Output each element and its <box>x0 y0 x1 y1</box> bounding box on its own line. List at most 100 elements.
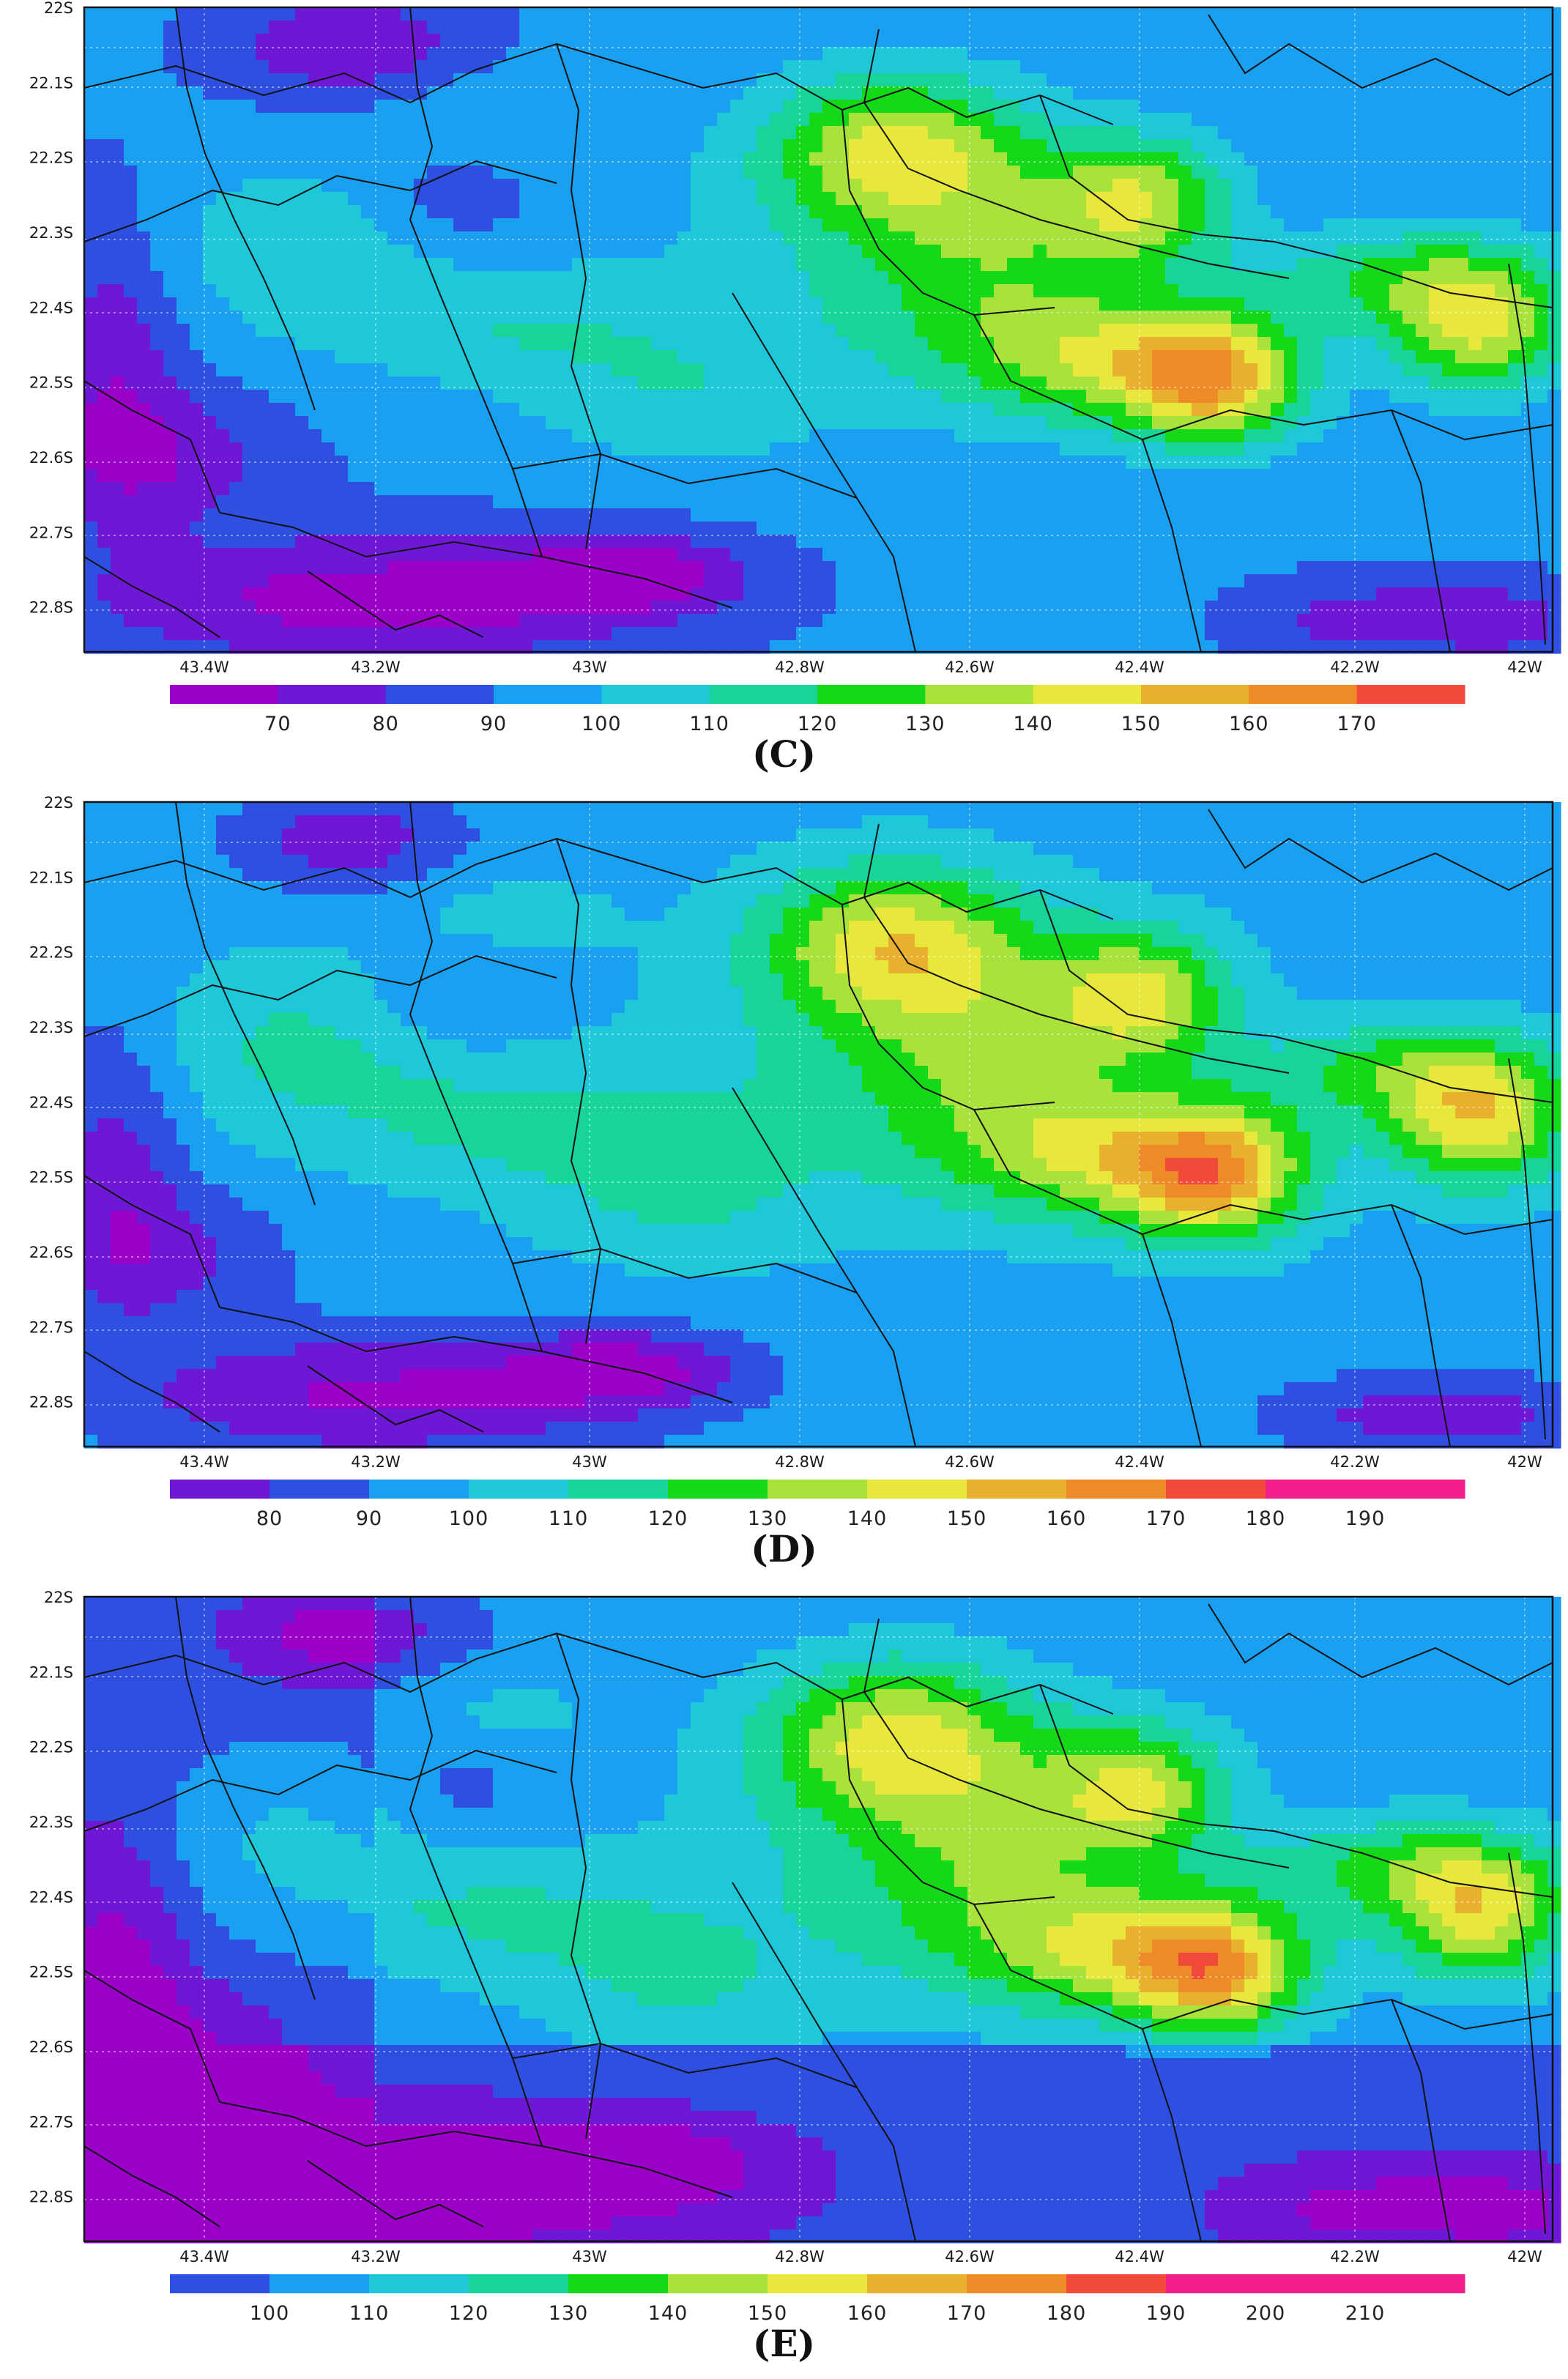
lon-tick-label: 42.6W <box>945 658 995 676</box>
colorbar-tick-label: 120 <box>648 1507 688 1527</box>
colorbar-tick-label: 190 <box>1345 1507 1386 1527</box>
lat-tick-label: 22.3S <box>29 224 73 242</box>
colorbar-tick-label: 150 <box>947 1507 987 1527</box>
colorbar-tick-label: 140 <box>1013 713 1053 732</box>
panel-d: 22S 22.1S 22.2S 22.3S 22.4S 22.5S 22.6S 22.7S 22… <box>0 795 1568 1589</box>
panel-c: 22S 22.1S 22.2S 22.3S 22.4S 22.5S 22.6S 22.7S 22… <box>0 0 1568 795</box>
colorbar-tick-label: 90 <box>480 713 507 732</box>
colorbar-swatch <box>967 1480 1067 1499</box>
colorbar-swatch <box>278 685 387 704</box>
colorbar-swatch <box>1365 2274 1465 2293</box>
lon-tick-label: 42W <box>1507 1453 1542 1471</box>
colorbar-swatch <box>817 685 926 704</box>
colorbar-swatch <box>170 1480 270 1499</box>
colorbar-tick-label: 100 <box>449 1507 489 1527</box>
lat-tick-label: 22.2S <box>29 944 73 962</box>
lat-tick-label: 22.6S <box>29 2038 73 2056</box>
lat-tick-label: 22.3S <box>29 1019 73 1036</box>
colorbar-tick-label: 120 <box>798 713 838 732</box>
colorbar-swatch <box>1356 685 1465 704</box>
panel-caption-d: (D) <box>751 1527 817 1570</box>
contour-field <box>84 802 1561 1449</box>
lat-tick-label: 22.5S <box>29 374 73 392</box>
lon-tick-label: 42.2W <box>1330 1453 1380 1471</box>
colorbar-swatch <box>668 2274 768 2293</box>
map-panel-e: 22S 22.1S 22.2S 22.3S 22.4S 22.5S 22.6S 22.7S 22… <box>29 1589 1561 2322</box>
contour-field <box>84 7 1561 654</box>
lon-tick-label: 43W <box>572 1453 607 1471</box>
colorbar-swatch <box>1266 1480 1366 1499</box>
colorbar-tick-label: 130 <box>549 2302 589 2322</box>
lat-tick-label: 22.8S <box>29 2189 73 2206</box>
colorbar-tick-label: 110 <box>549 1507 589 1527</box>
lat-tick-label: 22.3S <box>29 1814 73 1831</box>
lon-tick-label: 43.4W <box>179 2248 229 2265</box>
colorbar-tick-label: 140 <box>847 1507 888 1527</box>
colorbar-swatch <box>170 2274 270 2293</box>
colorbar-swatch <box>1249 685 1358 704</box>
municipal-borders <box>83 7 1553 653</box>
lon-tick-label: 42.8W <box>775 658 825 676</box>
colorbar-tick-label: 170 <box>1337 713 1377 732</box>
colorbar: 80 90 100 110 120 130 140 150 160 170 180 190 <box>170 1480 1465 1527</box>
colorbar-swatch <box>1365 1480 1465 1499</box>
colorbar-swatch <box>768 2274 868 2293</box>
colorbar-tick-label: 160 <box>847 2302 888 2322</box>
colorbar-swatch <box>867 2274 967 2293</box>
colorbar-swatch <box>1141 685 1249 704</box>
colorbar-tick-label: 140 <box>648 2302 688 2322</box>
map-panel-d: 22S 22.1S 22.2S 22.3S 22.4S 22.5S 22.6S 22.7S 22… <box>29 795 1561 1527</box>
colorbar-swatch <box>568 2274 669 2293</box>
colorbar-swatch <box>1066 2274 1167 2293</box>
colorbar-tick-label: 150 <box>1121 713 1162 732</box>
colorbar-tick-label: 90 <box>356 1507 382 1527</box>
map-panel-c: 22S 22.1S 22.2S 22.3S 22.4S 22.5S 22.6S 22.7S 22… <box>29 0 1561 732</box>
lon-tick-label: 42.4W <box>1115 2248 1164 2265</box>
colorbar-swatch <box>1166 2274 1266 2293</box>
colorbar-swatch <box>668 1480 768 1499</box>
lat-tick-label: 22.8S <box>29 599 73 617</box>
colorbar-swatch <box>385 685 494 704</box>
lat-tick-label: 22S <box>44 1589 73 1606</box>
colorbar-tick-label: 180 <box>1047 2302 1087 2322</box>
grid-lines <box>84 7 1553 652</box>
lat-tick-label: 22.2S <box>29 149 73 167</box>
colorbar-swatch <box>1166 1480 1266 1499</box>
lat-tick-label: 22.6S <box>29 1244 73 1261</box>
colorbar-swatch <box>1066 1480 1167 1499</box>
grid-lines <box>84 1597 1553 2241</box>
colorbar-tick-label: 80 <box>256 1507 283 1527</box>
lat-tick-label: 22.1S <box>29 1663 73 1681</box>
colorbar-tick-label: 100 <box>250 2302 290 2322</box>
colorbar-swatch <box>1266 2274 1366 2293</box>
colorbar-tick-label: 70 <box>264 713 291 732</box>
colorbar-swatch <box>369 1480 469 1499</box>
lon-tick-label: 43.4W <box>179 658 229 676</box>
colorbar-swatch <box>1033 685 1142 704</box>
lat-tick-label: 22S <box>44 795 73 812</box>
lon-tick-label: 43.2W <box>351 1453 401 1471</box>
colorbar: 70 80 90 100 110 120 130 140 150 160 170 <box>170 685 1465 732</box>
grid-lines <box>84 802 1553 1447</box>
map-frame <box>83 801 1554 1448</box>
colorbar-swatch <box>494 685 602 704</box>
lat-tick-label: 22.4S <box>29 299 73 316</box>
colorbar-tick-label: 160 <box>1047 1507 1087 1527</box>
lon-tick-label: 42.2W <box>1330 658 1380 676</box>
colorbar-swatch <box>469 2274 569 2293</box>
colorbar-tick-label: 110 <box>689 713 729 732</box>
colorbar-tick-label: 130 <box>748 1507 788 1527</box>
map-frame <box>83 6 1554 653</box>
map-frame <box>83 1595 1554 2243</box>
colorbar-tick-label: 200 <box>1246 2302 1286 2322</box>
colorbar-swatch <box>709 685 818 704</box>
lat-tick-label: 22S <box>44 0 73 17</box>
colorbar-tick-label: 110 <box>349 2302 390 2322</box>
lon-tick-label: 43.4W <box>179 1453 229 1471</box>
panel-caption-c: (C) <box>751 732 817 776</box>
colorbar-tick-label: 80 <box>372 713 398 732</box>
panel-e: 22S 22.1S 22.2S 22.3S 22.4S 22.5S 22.6S 22.7S 22… <box>0 1589 1568 2379</box>
lon-tick-label: 43W <box>572 658 607 676</box>
lat-tick-label: 22.7S <box>29 2113 73 2131</box>
municipal-borders <box>83 1596 1553 2242</box>
